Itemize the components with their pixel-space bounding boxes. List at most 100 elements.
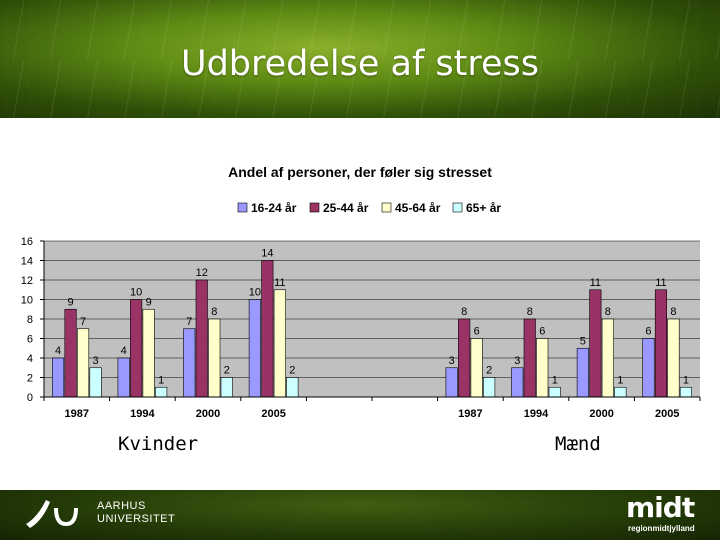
x-axis-ticks: 1987 1994 2000 2005 1987 1994 2000 2005	[43, 397, 701, 420]
bar	[51, 357, 65, 398]
data-label: 3	[449, 355, 455, 367]
y-tick-label: 2	[27, 373, 33, 385]
bar	[286, 377, 299, 398]
data-label: 14	[261, 248, 273, 260]
legend-label: 65+ år	[466, 201, 501, 215]
bar	[89, 367, 102, 398]
bar	[536, 338, 549, 398]
bar	[523, 318, 536, 398]
bar	[130, 299, 143, 398]
bar	[576, 347, 589, 398]
data-label: 5	[580, 335, 586, 347]
data-label: 8	[461, 306, 467, 318]
data-label: 9	[146, 296, 152, 308]
y-tick-label: 10	[21, 295, 33, 307]
bar	[548, 386, 561, 398]
data-label: 11	[655, 277, 666, 289]
y-tick-label: 4	[27, 353, 33, 365]
aarhus-university-logo-icon	[26, 500, 78, 528]
data-label: 3	[92, 355, 98, 367]
bar	[589, 289, 602, 398]
data-label: 11	[590, 277, 601, 289]
y-tick-label: 12	[21, 275, 33, 287]
bar	[220, 377, 233, 398]
data-label: 8	[211, 306, 217, 318]
bar	[654, 289, 668, 398]
bar	[483, 377, 496, 398]
data-label: 8	[527, 306, 533, 318]
x-tick-label: 1994	[524, 408, 549, 420]
region-midt-subtitle: regionmidtjylland	[628, 524, 695, 533]
title-banner	[0, 0, 720, 118]
bar	[470, 338, 483, 398]
au-name-line-1: AARHUS	[97, 500, 146, 512]
data-label: 6	[645, 326, 651, 338]
y-tick-label: 8	[27, 314, 33, 326]
data-label: 9	[67, 296, 73, 308]
data-label: 2	[224, 365, 230, 377]
data-label: 2	[486, 365, 492, 377]
slide-title: Udbredelse af stress	[180, 44, 540, 84]
x-tick-label: 2005	[261, 408, 285, 420]
bar	[155, 386, 168, 398]
x-tick-label: 2000	[589, 408, 613, 420]
x-tick-label: 1994	[130, 408, 155, 420]
data-label: 10	[130, 287, 142, 299]
bar	[679, 386, 693, 398]
bar	[117, 357, 130, 398]
bar	[183, 328, 196, 398]
x-tick-label: 2000	[196, 408, 220, 420]
bar	[445, 367, 458, 398]
data-label: 1	[552, 374, 558, 386]
data-label: 3	[514, 355, 520, 367]
legend-swatch	[452, 202, 463, 213]
y-tick-label: 6	[27, 334, 33, 346]
aarhus-university-name: AARHUS UNIVERSITET	[97, 500, 175, 526]
data-label: 12	[196, 267, 208, 279]
bar	[601, 318, 614, 398]
bar	[195, 279, 208, 398]
bar	[614, 386, 627, 398]
region-midt-logo: midt	[626, 491, 695, 524]
x-tick-label: 1987	[65, 408, 89, 420]
data-label: 4	[55, 345, 61, 357]
data-label: 11	[274, 277, 285, 289]
y-tick-label: 16	[21, 236, 33, 248]
group-label-maend: Mænd	[555, 433, 601, 455]
bar	[667, 318, 680, 398]
bar	[261, 260, 274, 398]
x-tick-label: 2005	[655, 408, 679, 420]
group-label-kvinder: Kvinder	[118, 433, 199, 455]
bar	[64, 308, 77, 398]
data-label: 1	[617, 374, 623, 386]
y-axis-ticks: 0 2 4 6 8 10 12 14 16	[21, 236, 44, 404]
data-label: 4	[121, 345, 127, 357]
bar	[142, 308, 155, 398]
data-label: 6	[474, 326, 480, 338]
legend-label: 16-24 år	[251, 201, 297, 215]
data-label: 1	[158, 374, 164, 386]
data-label: 10	[249, 287, 261, 299]
bar	[248, 299, 261, 398]
legend-label: 45-64 år	[395, 201, 441, 215]
data-label: 1	[683, 374, 689, 386]
au-name-line-2: UNIVERSITET	[97, 513, 176, 525]
x-tick-label: 1987	[458, 408, 482, 420]
legend-swatch	[381, 202, 392, 213]
data-label: 7	[80, 316, 86, 328]
data-label: 2	[289, 365, 295, 377]
data-label: 7	[186, 316, 192, 328]
chart-legend: 16-24 år 25-44 år 45-64 år 65+ år	[237, 201, 501, 215]
bar	[273, 289, 286, 398]
data-label: 6	[539, 326, 545, 338]
bar	[458, 318, 471, 398]
y-tick-label: 14	[21, 256, 33, 268]
bar	[77, 328, 90, 398]
data-label: 8	[605, 306, 611, 318]
legend-swatch	[309, 202, 320, 213]
legend-swatch	[237, 202, 248, 213]
footer-bar	[0, 490, 720, 540]
y-tick-label: 0	[27, 392, 33, 404]
bar	[511, 367, 524, 398]
